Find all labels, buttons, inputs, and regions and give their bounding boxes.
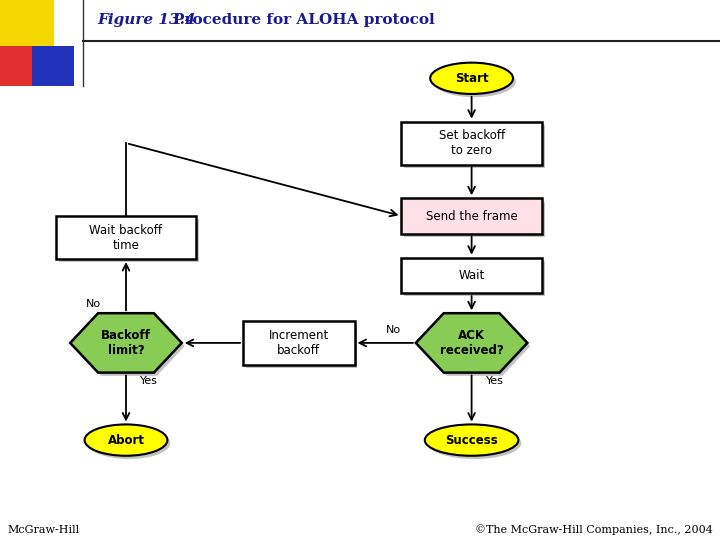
Text: Backoff
limit?: Backoff limit?	[101, 329, 151, 357]
Ellipse shape	[431, 63, 513, 94]
Polygon shape	[416, 313, 527, 373]
Text: ACK
received?: ACK received?	[440, 329, 503, 357]
Text: McGraw-Hill: McGraw-Hill	[7, 524, 79, 535]
Text: Yes: Yes	[140, 376, 158, 387]
Text: Start: Start	[455, 72, 488, 85]
Polygon shape	[73, 316, 184, 376]
Text: Increment
backoff: Increment backoff	[269, 329, 329, 357]
Text: Wait backoff
time: Wait backoff time	[89, 224, 163, 252]
Bar	[246, 325, 357, 368]
Bar	[402, 198, 541, 233]
Text: Yes: Yes	[486, 376, 504, 387]
Bar	[405, 201, 544, 237]
Bar	[405, 125, 544, 168]
Bar	[0, 0, 54, 54]
Bar	[243, 321, 354, 365]
Text: Send the frame: Send the frame	[426, 210, 518, 222]
Text: Procedure for ALOHA protocol: Procedure for ALOHA protocol	[173, 13, 435, 27]
Bar	[405, 261, 544, 296]
Ellipse shape	[425, 424, 518, 456]
Bar	[0, 46, 42, 86]
Text: No: No	[86, 299, 102, 309]
Ellipse shape	[433, 66, 516, 97]
Bar	[402, 258, 541, 293]
Polygon shape	[419, 316, 531, 376]
Text: Figure 13.4: Figure 13.4	[97, 13, 196, 27]
Text: Wait: Wait	[459, 269, 485, 282]
Text: ©The McGraw-Hill Companies, Inc., 2004: ©The McGraw-Hill Companies, Inc., 2004	[475, 524, 713, 535]
Bar	[402, 122, 541, 165]
Ellipse shape	[85, 424, 167, 456]
Text: Set backoff
to zero: Set backoff to zero	[438, 129, 505, 157]
Text: No: No	[386, 325, 402, 335]
Bar	[55, 216, 196, 259]
Bar	[32, 46, 74, 86]
Polygon shape	[70, 313, 181, 373]
Ellipse shape	[428, 428, 521, 459]
Bar	[58, 219, 199, 262]
Text: Abort: Abort	[107, 434, 145, 447]
Text: Success: Success	[445, 434, 498, 447]
Ellipse shape	[88, 428, 171, 459]
